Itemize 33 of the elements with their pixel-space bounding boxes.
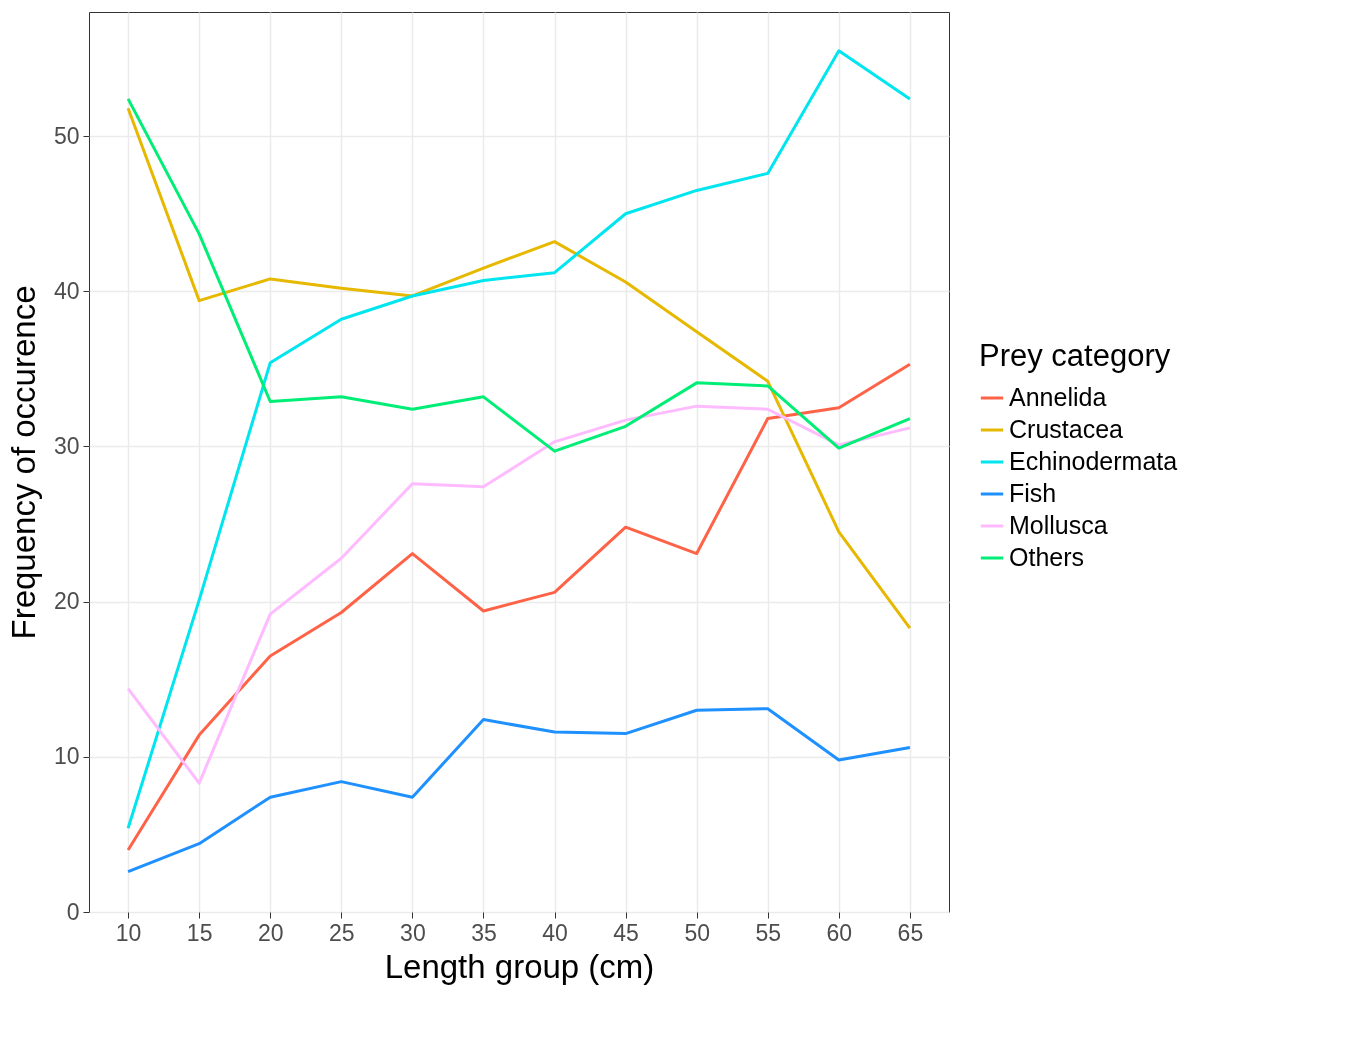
y-tick-label: 20 [53, 588, 80, 615]
x-tick-label: 30 [400, 919, 426, 946]
x-tick-label: 55 [755, 919, 782, 946]
x-tick-label: 10 [115, 919, 142, 946]
y-tick-label: 40 [53, 277, 80, 304]
x-tick-label: 65 [897, 919, 924, 946]
line-series [126, 404, 912, 785]
legend-label: Mollusca [1009, 511, 1108, 539]
legend-label: Crustacea [1009, 415, 1124, 443]
line-series [126, 97, 912, 453]
x-tick-label: 45 [613, 919, 639, 946]
x-tick-label: 50 [684, 919, 710, 946]
line-series [126, 362, 912, 852]
x-axis-title: Length group (cm) [384, 947, 655, 985]
x-tick-label: 60 [826, 919, 853, 946]
x-tick-label: 25 [329, 919, 355, 946]
y-axis-title: Frequency of occurence [4, 285, 42, 640]
legend-label: Others [1009, 543, 1085, 571]
legend-title: Prey category [979, 338, 1171, 373]
legend-label: Annelida [1009, 383, 1107, 411]
x-tick-label: 35 [471, 919, 497, 946]
legend-label: Echinodermata [1009, 447, 1178, 475]
x-tick-label: 15 [186, 919, 213, 946]
x-tick-label: 40 [542, 919, 568, 946]
line-series [126, 106, 912, 630]
y-tick-label: 50 [53, 122, 80, 149]
line-series [126, 49, 912, 830]
y-tick-label: 0 [66, 898, 80, 925]
y-tick-label: 30 [53, 432, 80, 459]
legend-label: Fish [1009, 479, 1057, 507]
x-tick-label: 20 [257, 919, 284, 946]
line-series [126, 707, 912, 874]
y-tick-label: 10 [53, 743, 80, 770]
